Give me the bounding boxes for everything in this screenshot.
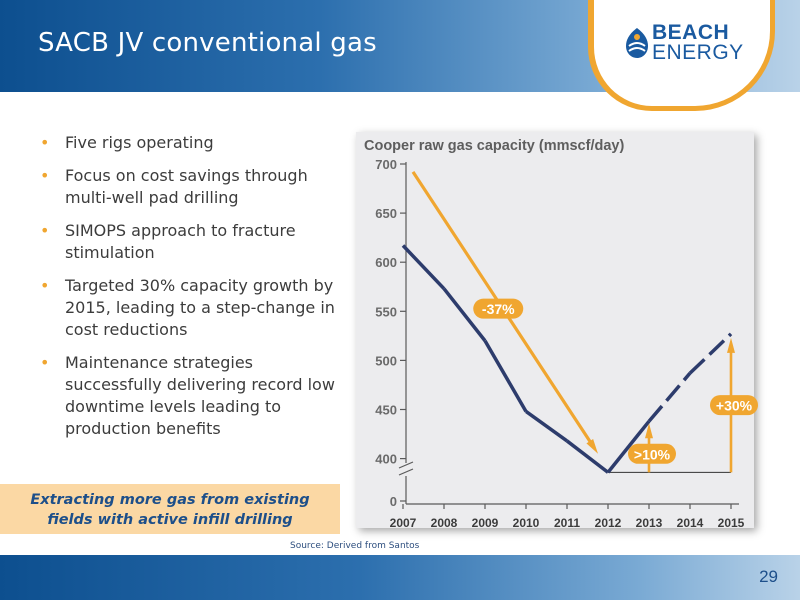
- y-tick-label: 550: [375, 304, 397, 319]
- slide-title: SACB JV conventional gas: [38, 28, 377, 58]
- bullet-text: Five rigs operating: [65, 133, 214, 152]
- series-line-segment: [688, 332, 733, 375]
- x-tick-label: 2010: [513, 516, 540, 530]
- y-tick-label: 700: [375, 157, 397, 172]
- y-tick-label: 400: [375, 452, 397, 467]
- y-tick-label: 500: [375, 353, 397, 368]
- gas-capacity-chart: Cooper raw gas capacity (mmscf/day) 0 400 4…: [364, 138, 758, 530]
- growth-pill-text: +30%: [716, 398, 753, 414]
- growth-pill-text: >10%: [634, 446, 671, 462]
- bullet-list: • Five rigs operating • Focus on cost savi…: [38, 132, 338, 451]
- series-line-segment: [606, 420, 651, 474]
- chart-panel: [356, 132, 754, 528]
- footer-bar: 29: [0, 555, 800, 600]
- y-tick-label: 600: [375, 255, 397, 270]
- callout-text: Extracting more gas from existing fields…: [30, 492, 310, 528]
- series-line-segment: [524, 410, 569, 443]
- x-tick-label: 2013: [636, 516, 663, 530]
- x-tick-label: 2012: [595, 516, 622, 530]
- bullet-text: Focus on cost savings through multi-well…: [65, 166, 308, 207]
- chart-title: Cooper raw gas capacity (mmscf/day): [364, 138, 624, 154]
- y-tick-label: 650: [375, 206, 397, 221]
- decline-arrow-head: [586, 438, 598, 454]
- logo-tab: [588, 0, 775, 111]
- growth-arrow-head: [645, 423, 653, 439]
- x-tick-label: 2014: [677, 516, 704, 530]
- beach-energy-logo: BEACH ENERGY: [624, 22, 754, 66]
- series-line-segment: [647, 372, 692, 423]
- logo-text-beach: BEACH: [652, 21, 730, 44]
- growth-pill: [710, 395, 758, 416]
- growth-pill: [628, 443, 676, 464]
- series-line-segment: [401, 244, 446, 290]
- bullet-dot-icon: •: [40, 353, 50, 372]
- y-tick-label: 450: [375, 403, 397, 418]
- decline-pill: [473, 298, 524, 319]
- bullet-dot-icon: •: [40, 133, 50, 152]
- bullet-item: • Targeted 30% capacity growth by 2015, l…: [38, 275, 338, 341]
- bullet-text: Maintenance strategies successfully deli…: [65, 353, 335, 438]
- y-tick-label: 0: [390, 494, 397, 509]
- bullet-dot-icon: •: [40, 276, 50, 295]
- growth-arrow-head: [727, 337, 735, 353]
- series-line-segment: [442, 287, 487, 342]
- series-line-segment: [565, 439, 610, 474]
- bullet-dot-icon: •: [40, 221, 50, 240]
- beach-energy-logo-icon: [626, 28, 648, 58]
- x-tick-label: 2009: [472, 516, 499, 530]
- x-tick-label: 2011: [554, 516, 580, 530]
- page-number: 29: [759, 567, 778, 586]
- x-tick-label: 2015: [718, 516, 745, 530]
- bullet-text: SIMOPS approach to fracture stimulation: [65, 221, 296, 262]
- bullet-item: • Maintenance strategies successfully del…: [38, 352, 338, 440]
- bullet-item: • SIMOPS approach to fracture stimulation: [38, 220, 338, 264]
- bullet-text: Targeted 30% capacity growth by 2015, le…: [65, 276, 335, 339]
- x-tick-label: 2007: [390, 516, 417, 530]
- bullet-item: • Focus on cost savings through multi-wel…: [38, 165, 338, 209]
- bullet-dot-icon: •: [40, 166, 50, 185]
- decline-pill-text: -37%: [482, 301, 515, 317]
- bullet-item: • Five rigs operating: [38, 132, 338, 154]
- y-axis-break-mark: [398, 461, 414, 469]
- callout-box: Extracting more gas from existing fields…: [0, 484, 340, 534]
- series-line-segment: [483, 339, 528, 413]
- x-tick-label: 2008: [431, 516, 458, 530]
- logo-text-energy: ENERGY: [652, 41, 744, 64]
- y-axis-break-mark: [398, 468, 414, 476]
- source-note: Source: Derived from Santos: [290, 541, 420, 551]
